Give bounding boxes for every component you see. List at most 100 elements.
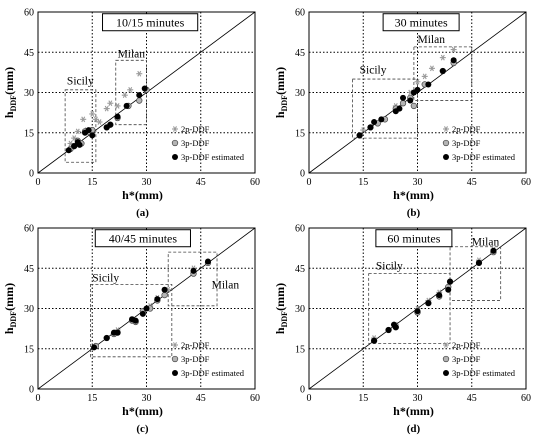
- x-tick-label: 45: [467, 177, 477, 188]
- marker-3p-ddf-estimated: [371, 119, 378, 126]
- marker-3p-ddf: [171, 139, 179, 147]
- asterisk-stroke: [68, 140, 73, 147]
- marker-2p-ddf: [107, 100, 114, 107]
- asterisk-stroke: [361, 127, 366, 133]
- marker-2p-ddf: [121, 92, 128, 99]
- region-box-sicily: [368, 273, 451, 344]
- y-axis-label: hDDF(mm): [2, 283, 18, 334]
- asterisk-stroke: [451, 46, 456, 53]
- y-tick-label: 15: [24, 128, 34, 139]
- y-tick-label: 0: [29, 169, 34, 180]
- x-tick-label: 45: [467, 393, 477, 404]
- marker-2p-ddf: [414, 78, 421, 85]
- marker-3p-ddf-estimated: [85, 127, 92, 134]
- asterisk-stroke: [115, 103, 120, 109]
- chart-title: 60 minutes: [387, 232, 440, 246]
- chart-panel-2: 0 15 30 45 60 0 15 30 45 60 Sicily Milan 30 minutes 2…: [273, 8, 531, 220]
- y-tick-label: 30: [295, 304, 305, 315]
- legend-entry: 3p-DDF estimated: [181, 152, 245, 162]
- marker-3p-ddf-estimated: [425, 81, 432, 88]
- y-tick-label: 30: [24, 88, 34, 99]
- marker-2p-ddf: [103, 105, 110, 112]
- marker-3p-ddf-estimated: [414, 86, 421, 93]
- marker-3p-ddf-estimated: [447, 278, 454, 285]
- marker-2p-ddf: [92, 116, 99, 123]
- y-tick-label: 30: [24, 304, 34, 315]
- marker-3p-ddf: [399, 100, 407, 107]
- y-tick-label: 15: [295, 344, 305, 355]
- marker-2p-ddf: [443, 342, 449, 348]
- y-axis-label: hDDF(mm): [273, 283, 289, 334]
- panel-label: (d): [407, 423, 421, 435]
- y-tick-label: 45: [24, 48, 34, 59]
- marker-3p-ddf-estimated: [436, 292, 443, 299]
- marker-3p-ddf-estimated: [76, 141, 83, 148]
- asterisk-stroke: [440, 54, 445, 61]
- y-axis-label: hDDF(mm): [273, 67, 289, 118]
- region-label-milan: Milan: [212, 279, 240, 291]
- panel-label: (b): [407, 207, 421, 219]
- asterisk-stroke: [173, 126, 177, 132]
- y-tick-label: 15: [24, 344, 34, 355]
- marker-3p-ddf-estimated: [139, 310, 146, 317]
- region-box-sicily: [351, 78, 418, 139]
- asterisk-stroke: [97, 119, 102, 125]
- marker-3p-ddf: [161, 291, 168, 299]
- title-box: [94, 229, 191, 248]
- marker-3p-ddf-estimated: [190, 267, 197, 274]
- marker-3p-ddf-estimated: [71, 143, 78, 150]
- y-axis-label: hDDF(mm): [2, 67, 18, 118]
- title-box: [382, 13, 460, 32]
- marker-3p-ddf-estimated: [136, 92, 143, 99]
- asterisk-stroke: [415, 78, 420, 85]
- x-tick-label: 15: [87, 393, 97, 404]
- marker-3p-ddf: [136, 97, 143, 104]
- x-tick-label: 30: [142, 393, 152, 404]
- chart-panel-3: 0 15 30 45 60 0 15 30 45 60 Sicily Milan 40/45 minut…: [2, 224, 260, 436]
- y-tick-label: 0: [300, 169, 305, 180]
- x-tick-label: 0: [307, 177, 312, 188]
- y-tick-label: 45: [295, 48, 305, 59]
- asterisk-stroke: [444, 126, 448, 132]
- chart-panel-1: 0 15 30 45 60 0 15 30 45 60 Sicily Milan 10/15 minut…: [2, 8, 260, 220]
- x-tick-label: 30: [413, 177, 423, 188]
- region-label-milan: Milan: [472, 236, 500, 248]
- marker-2p-ddf: [428, 65, 435, 72]
- marker-2p-ddf: [114, 103, 121, 109]
- marker-3p-ddf-estimated: [141, 85, 148, 92]
- marker-3p-ddf-estimated: [107, 121, 114, 128]
- marker-2p-ddf: [172, 126, 178, 132]
- x-tick-label: 60: [521, 177, 531, 188]
- panel-label: (c): [136, 423, 149, 435]
- legend-entry: 3p-DDF: [452, 354, 481, 364]
- marker-3p-ddf-estimated: [154, 296, 161, 303]
- marker-3p-ddf-estimated: [143, 305, 150, 312]
- legend-entry: 2p-DDF: [452, 124, 481, 134]
- x-tick-label: 0: [307, 393, 312, 404]
- region-label-sicily: Sicily: [376, 261, 403, 273]
- region-box-sicily: [64, 89, 97, 163]
- asterisk-stroke: [408, 89, 413, 96]
- x-tick-label: 30: [413, 393, 423, 404]
- asterisk-stroke: [444, 342, 448, 348]
- marker-2p-ddf: [450, 46, 457, 53]
- x-tick-label: 45: [196, 177, 206, 188]
- x-tick-label: 15: [358, 177, 368, 188]
- marker-3p-ddf-estimated: [204, 258, 211, 265]
- marker-3p-ddf-estimated: [356, 132, 363, 139]
- marker-2p-ddf: [80, 116, 87, 123]
- marker-3p-ddf-estimated: [385, 326, 392, 333]
- y-tick-label: 60: [295, 224, 305, 235]
- marker-3p-ddf-estimated: [475, 259, 482, 266]
- marker-3p-ddf-estimated: [123, 102, 130, 109]
- marker-2p-ddf: [89, 111, 96, 117]
- legend-entry: 3p-DDF estimated: [452, 152, 516, 162]
- x-tick-label: 60: [521, 393, 531, 404]
- asterisk-stroke: [81, 116, 86, 123]
- marker-3p-ddf: [410, 102, 418, 110]
- y-tick-label: 60: [24, 224, 34, 235]
- region-box-milan: [167, 251, 218, 307]
- marker-3p-ddf-estimated: [161, 286, 168, 293]
- legend-entry: 3p-DDF: [181, 354, 210, 364]
